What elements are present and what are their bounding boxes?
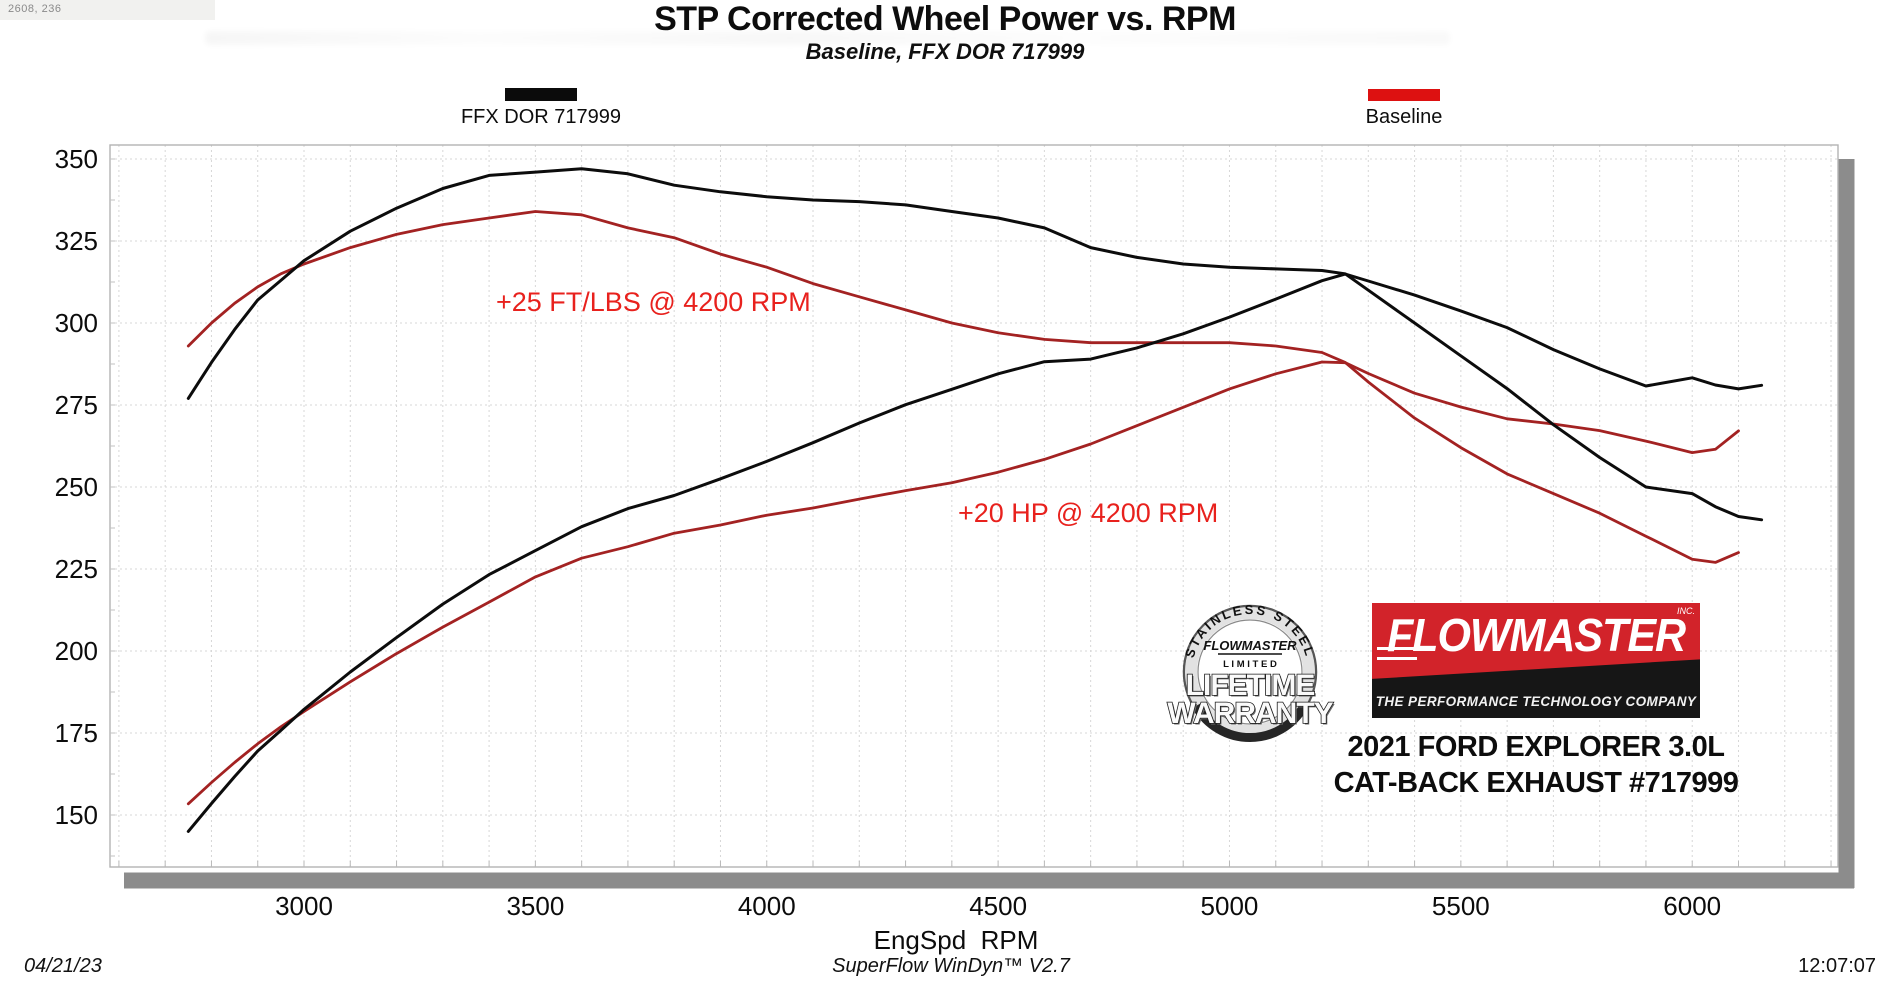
ghost-artifact — [205, 31, 1450, 45]
badge-warranty: WARRANTY — [1167, 697, 1333, 730]
flowmaster-tagline: THE PERFORMANCE TECHNOLOGY COMPANY — [1375, 694, 1697, 709]
footer-software: SuperFlow WinDyn™ V2.7 — [832, 955, 1070, 977]
x-tick-6000: 6000 — [1663, 891, 1722, 921]
chart-subtitle: Baseline, FFX DOR 717999 — [805, 39, 1085, 64]
y-tick-175: 175 — [54, 718, 98, 748]
chart-title: STP Corrected Wheel Power vs. RPM — [654, 0, 1236, 38]
plot-shadow-right — [1838, 159, 1855, 888]
corner-strip — [0, 0, 215, 20]
cursor-coordinates: 2608, 236 — [8, 3, 62, 15]
curve-0 — [186, 167, 1764, 522]
x-tick-5500: 5500 — [1431, 891, 1490, 921]
y-tick-150: 150 — [54, 800, 98, 830]
flowmaster-logo: FLOWMASTER INC. THE PERFORMANCE TECHNOLO… — [1372, 603, 1700, 718]
x-axis-title: EngSpd RPM — [873, 925, 1039, 955]
svg-text:LIFETIME: LIFETIME — [1187, 671, 1316, 704]
logo-pinstripe — [1377, 657, 1417, 660]
badge-limited: L I M I T E D — [1223, 659, 1277, 670]
curve-1 — [186, 272, 1764, 833]
y-tick-225: 225 — [54, 554, 98, 584]
torque-gain-annotation: +25 FT/LBS @ 4200 RPM — [496, 287, 811, 317]
y-tick-300: 300 — [54, 308, 98, 338]
x-tick-4500: 4500 — [969, 891, 1028, 921]
svg-text:WARRANTY: WARRANTY — [1169, 699, 1335, 732]
footer-time: 12:07:07 — [1798, 955, 1876, 977]
flowmaster-inc: INC. — [1677, 606, 1695, 616]
y-tick-350: 350 — [54, 144, 98, 174]
x-tick-3000: 3000 — [275, 891, 333, 921]
curve-3 — [186, 360, 1740, 806]
legend-ffx-swatch — [505, 88, 577, 101]
footer-date: 04/21/23 — [24, 955, 102, 977]
logo-pinstripe — [1377, 647, 1417, 650]
legend-ffx — [505, 88, 577, 101]
vehicle-description: 2021 FORD EXPLORER 3.0L — [1347, 731, 1725, 763]
y-tick-200: 200 — [54, 636, 98, 666]
horsepower-gain-annotation: +20 HP @ 4200 RPM — [958, 498, 1219, 528]
plot-border — [109, 144, 1839, 868]
curve-2 — [186, 210, 1740, 564]
x-tick-3500: 3500 — [506, 891, 565, 921]
badge-brand: FLOWMASTER — [1203, 638, 1297, 653]
y-tick-325: 325 — [54, 226, 98, 256]
y-tick-275: 275 — [54, 390, 98, 420]
plot-shadow-bottom — [124, 872, 1854, 889]
badge-lifetime: LIFETIME — [1186, 669, 1315, 702]
legend-baseline-label: Baseline — [1365, 106, 1443, 128]
product-description: CAT-BACK EXHAUST #717999 — [1333, 767, 1739, 799]
flowmaster-wordmark: FLOWMASTER — [1386, 610, 1686, 662]
x-tick-4000: 4000 — [737, 891, 796, 921]
x-tick-5000: 5000 — [1200, 891, 1259, 921]
legend-ffx-label: FFX DOR 717999 — [460, 106, 622, 128]
legend-baseline-swatch — [1368, 89, 1440, 101]
legend-baseline — [1368, 89, 1440, 101]
y-tick-250: 250 — [54, 472, 98, 502]
lifetime-warranty-badge: STAINLESS STEEL FLOWMASTER L I M I T E D… — [1167, 602, 1336, 743]
